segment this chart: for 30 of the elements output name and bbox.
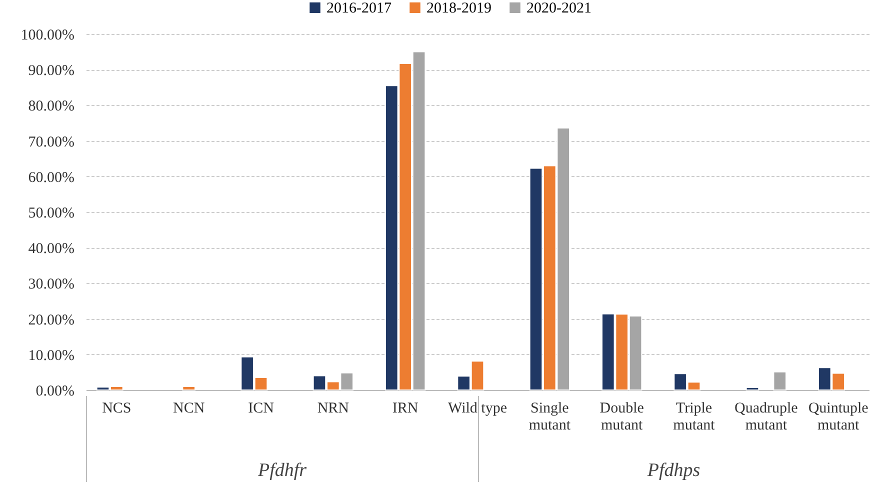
legend-label: 2018-2019 bbox=[426, 0, 492, 17]
y-tick-label: 10.00% bbox=[28, 348, 74, 364]
x-tick-label: ICN bbox=[248, 400, 274, 416]
text: Pfdhps bbox=[647, 460, 700, 482]
x-tick-label: Triple mutant bbox=[673, 400, 716, 434]
legend-label: 2020-2021 bbox=[526, 0, 592, 17]
y-tick-label: 40.00% bbox=[28, 241, 74, 258]
x-tick-label: Wild type bbox=[448, 400, 508, 416]
y-tick-label: 100.00% bbox=[20, 28, 74, 44]
x-tick-label: Quadruple mutant bbox=[734, 400, 798, 434]
y-tick-label: 30.00% bbox=[28, 276, 74, 293]
y-tick-label: 0.00% bbox=[36, 384, 74, 400]
x-tick-label: IRN bbox=[392, 400, 418, 416]
x-tick-label: NRN bbox=[317, 400, 350, 416]
bar bbox=[182, 386, 196, 390]
y-tick-label: 90.00% bbox=[28, 63, 74, 80]
x-tick-label: Double mutant bbox=[600, 400, 644, 434]
x-tick-label: NCN bbox=[173, 400, 205, 416]
x-tick-label: NCS bbox=[102, 400, 132, 416]
text: Pfdhfr bbox=[258, 460, 307, 482]
legend-label: 2016-2017 bbox=[326, 0, 392, 17]
y-tick-label: 60.00% bbox=[28, 170, 74, 186]
y-tick-label: 70.00% bbox=[28, 134, 74, 150]
bar bbox=[773, 371, 787, 390]
x-tick-label: Single mutant bbox=[528, 400, 572, 434]
y-tick-label: 20.00% bbox=[28, 312, 74, 328]
x-tick-label: Quintuple mutant bbox=[808, 400, 869, 434]
bar bbox=[746, 387, 760, 390]
y-tick-label: 50.00% bbox=[28, 206, 74, 222]
y-tick-label: 80.00% bbox=[28, 98, 74, 115]
